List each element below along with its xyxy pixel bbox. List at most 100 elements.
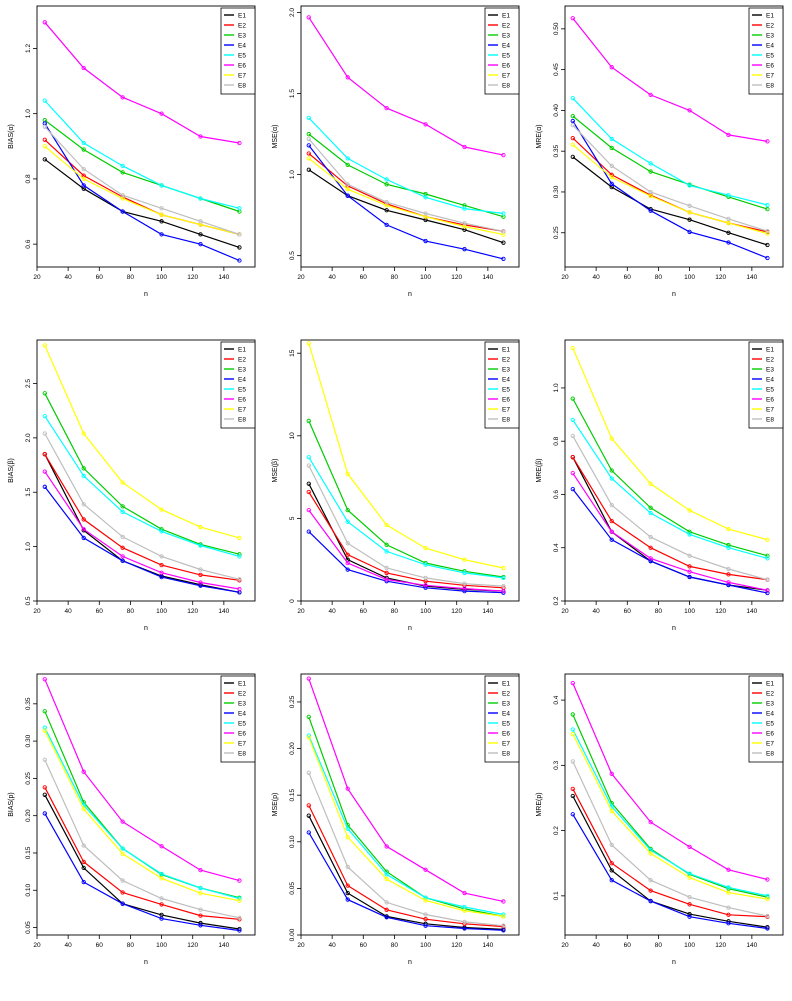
x-tick-label: 100	[684, 608, 695, 615]
data-point-e4	[120, 558, 125, 563]
legend-label: E5	[766, 720, 774, 727]
data-point-e1	[237, 926, 242, 932]
plot-frame	[564, 5, 784, 268]
data-point-e5	[570, 96, 575, 101]
series-line-e3	[572, 398, 768, 557]
data-point-e2	[384, 907, 389, 912]
data-point-e8	[237, 915, 242, 920]
data-point-e6	[237, 586, 242, 592]
y-tick-label: 0.00	[289, 928, 296, 941]
y-tick-label: 15	[289, 349, 296, 357]
x-tick-label: 120	[715, 942, 726, 949]
data-point-e7	[198, 524, 203, 530]
legend-box	[748, 7, 784, 95]
plot-frame	[36, 339, 256, 602]
data-point-e8	[648, 534, 653, 540]
data-point-e6	[345, 560, 350, 566]
plot-frame	[36, 673, 256, 936]
series-line-e1	[308, 815, 504, 930]
data-point-e4	[570, 118, 575, 124]
data-point-e4	[462, 588, 467, 594]
series-line-e7	[308, 343, 504, 569]
data-point-e8	[42, 124, 47, 129]
series-line-e5	[308, 117, 504, 215]
x-tick-label: 80	[655, 274, 663, 281]
data-point-e8	[42, 757, 47, 762]
data-point-e6	[423, 583, 428, 588]
data-point-e5	[726, 885, 731, 890]
data-point-e2	[198, 913, 203, 918]
x-tick-label: 120	[715, 274, 726, 281]
data-point-e8	[345, 182, 350, 187]
data-point-e6	[81, 65, 86, 71]
data-point-e7	[462, 557, 467, 562]
x-tick-label: 140	[218, 608, 229, 615]
series-line-e6	[308, 509, 504, 592]
legend-box	[220, 341, 256, 429]
data-point-e5	[198, 543, 203, 548]
data-point-e5	[237, 554, 242, 559]
data-point-e7	[765, 537, 770, 542]
series-line-e2	[44, 453, 240, 581]
data-point-e7	[384, 876, 389, 882]
data-point-e4	[501, 590, 506, 595]
data-point-e8	[462, 919, 467, 925]
data-point-e5	[384, 549, 389, 554]
data-point-e4	[423, 923, 428, 928]
x-tick-label: 140	[746, 608, 757, 615]
data-point-e6	[765, 588, 770, 593]
x-tick-label: 120	[187, 608, 198, 615]
data-point-e4	[765, 590, 770, 596]
legend-label: E7	[502, 740, 510, 747]
data-point-e2	[81, 859, 86, 865]
data-point-e4	[726, 582, 731, 588]
data-point-e4	[570, 486, 575, 492]
y-tick-label: 2.0	[289, 8, 296, 17]
x-tick-label: 80	[391, 608, 399, 615]
series-line-e1	[308, 169, 504, 244]
plot-frame	[564, 673, 784, 936]
x-tick-label: 120	[451, 608, 462, 615]
data-point-e4	[609, 537, 614, 542]
data-point-e2	[345, 883, 350, 888]
legend-label: E2	[766, 690, 774, 697]
data-point-e7	[726, 220, 731, 226]
legend-label: E3	[238, 366, 246, 373]
legend-label: E1	[766, 346, 774, 353]
data-point-e8	[570, 122, 575, 128]
data-point-e1	[42, 157, 47, 162]
data-point-e3	[570, 113, 575, 119]
data-point-e8	[120, 534, 125, 539]
x-tick-label: 140	[482, 942, 493, 949]
data-point-e6	[237, 140, 242, 146]
data-point-e8	[42, 431, 47, 436]
panel-mse-p: 20 40 60 80 100 120 140 n 0.00 0.05 0.10 0.15 0.20 0.…	[264, 668, 528, 1001]
data-point-e3	[345, 162, 350, 168]
data-point-e8	[765, 228, 770, 234]
legend-label: E2	[766, 356, 774, 363]
series-line-e8	[572, 124, 768, 232]
series-line-e1	[572, 156, 768, 246]
data-point-e8	[687, 895, 692, 900]
data-point-e7	[462, 908, 467, 913]
x-tick-label: 20	[561, 608, 569, 615]
data-point-e8	[726, 216, 731, 222]
y-tick-label: 1.5	[289, 89, 296, 98]
data-point-e4	[198, 923, 203, 928]
series-line-e6	[572, 17, 768, 142]
data-point-e8	[687, 203, 692, 208]
y-axis-label: MRE(β)	[536, 458, 543, 482]
series-line-e6	[44, 471, 240, 590]
data-point-e8	[81, 502, 86, 507]
data-point-e6	[120, 554, 125, 559]
y-tick-label: 0.45	[553, 63, 560, 76]
data-point-e6	[687, 569, 692, 574]
data-point-e6	[462, 586, 467, 591]
data-point-e5	[345, 519, 350, 524]
panel-mre-beta: 20 40 60 80 100 120 140 n 0.2 0.4 0.6 0.8 1.0 MRE(β) E…	[528, 334, 792, 667]
data-point-e3	[726, 542, 731, 548]
legend-label: E2	[238, 22, 246, 29]
data-point-e5	[237, 206, 242, 211]
data-point-e6	[384, 105, 389, 111]
data-point-e8	[609, 163, 614, 169]
